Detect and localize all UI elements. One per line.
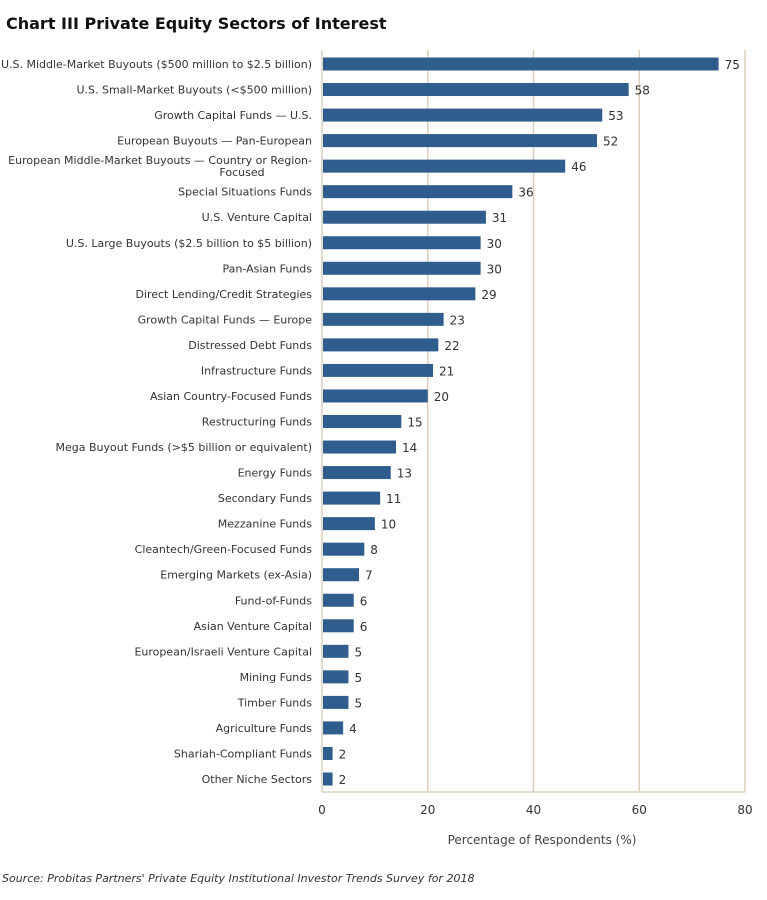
category-label: European Middle-Market Buyouts — Country… bbox=[8, 154, 312, 179]
bar bbox=[323, 415, 402, 428]
data-label: 2 bbox=[339, 773, 347, 787]
bar bbox=[323, 440, 397, 454]
chart-title: Chart III Private Equity Sectors of Inte… bbox=[6, 14, 387, 33]
bar bbox=[323, 772, 333, 786]
bar bbox=[323, 644, 349, 658]
category-label: U.S. Small-Market Buyouts (<$500 million… bbox=[76, 84, 312, 97]
category-label: Distressed Debt Funds bbox=[188, 339, 312, 352]
data-label: 13 bbox=[397, 467, 412, 481]
bar bbox=[323, 568, 360, 582]
data-label: 46 bbox=[571, 160, 586, 174]
bar bbox=[323, 108, 603, 122]
category-label: Restructuring Funds bbox=[202, 416, 312, 429]
category-label: Mezzanine Funds bbox=[218, 518, 312, 531]
x-tick-label: 60 bbox=[632, 803, 647, 817]
bar bbox=[323, 57, 719, 71]
data-label: 58 bbox=[635, 84, 650, 98]
category-label: Asian Country-Focused Funds bbox=[150, 390, 312, 403]
category-label: Growth Capital Funds — Europe bbox=[138, 313, 313, 326]
data-label: 22 bbox=[444, 339, 459, 353]
category-label: Timber Funds bbox=[237, 696, 313, 709]
x-tick-label: 20 bbox=[420, 803, 435, 817]
data-label: 31 bbox=[492, 211, 507, 225]
data-label: 11 bbox=[386, 492, 401, 506]
x-tick-label: 80 bbox=[737, 803, 752, 817]
bar bbox=[323, 363, 434, 377]
bar bbox=[323, 389, 428, 403]
category-label: Mining Funds bbox=[240, 671, 313, 684]
bar bbox=[323, 517, 375, 531]
data-label: 21 bbox=[439, 364, 454, 378]
category-label: Mega Buyout Funds (>$5 billion or equiva… bbox=[56, 441, 312, 454]
data-label: 15 bbox=[407, 416, 422, 430]
category-label: Emerging Markets (ex-Asia) bbox=[160, 569, 312, 582]
data-label: 2 bbox=[339, 747, 347, 761]
bar bbox=[323, 466, 391, 480]
category-label: European/Israeli Venture Capital bbox=[134, 645, 312, 658]
category-label: Growth Capital Funds — U.S. bbox=[154, 109, 312, 122]
bar bbox=[323, 210, 486, 224]
bar bbox=[323, 338, 439, 352]
bar bbox=[323, 619, 354, 633]
bar bbox=[323, 287, 476, 301]
category-label: European Buyouts — Pan-European bbox=[117, 135, 312, 148]
data-label: 29 bbox=[481, 288, 496, 302]
bar bbox=[323, 134, 597, 148]
bar bbox=[323, 491, 381, 505]
data-label: 23 bbox=[450, 313, 465, 327]
category-label: U.S. Large Buyouts ($2.5 billion to $5 b… bbox=[66, 237, 312, 250]
category-label: Asian Venture Capital bbox=[194, 620, 312, 633]
source-note: Source: Probitas Partners' Private Equit… bbox=[2, 872, 475, 885]
category-label: Cleantech/Green-Focused Funds bbox=[135, 543, 313, 556]
bar bbox=[323, 185, 513, 199]
category-label: Secondary Funds bbox=[218, 492, 312, 505]
data-label: 36 bbox=[518, 186, 533, 200]
data-label: 10 bbox=[381, 518, 396, 532]
x-tick-label: 0 bbox=[318, 803, 326, 817]
category-label: U.S. Venture Capital bbox=[202, 211, 312, 224]
bar bbox=[323, 746, 333, 760]
category-label: Shariah-Compliant Funds bbox=[174, 747, 312, 760]
x-axis-title: Percentage of Respondents (%) bbox=[448, 833, 637, 847]
category-label: U.S. Middle-Market Buyouts ($500 million… bbox=[1, 58, 312, 71]
bar bbox=[323, 593, 354, 607]
category-label: Pan-Asian Funds bbox=[223, 262, 313, 275]
data-label: 14 bbox=[402, 441, 417, 455]
data-label: 30 bbox=[487, 237, 502, 251]
data-label: 53 bbox=[608, 109, 623, 123]
data-label: 5 bbox=[354, 671, 362, 685]
data-label: 52 bbox=[603, 135, 618, 149]
category-label: Direct Lending/Credit Strategies bbox=[135, 288, 312, 301]
bar bbox=[323, 261, 481, 275]
bar bbox=[323, 670, 349, 684]
bar bbox=[323, 312, 444, 326]
category-label: Infrastructure Funds bbox=[201, 364, 312, 377]
category-label: Energy Funds bbox=[238, 467, 313, 480]
data-label: 5 bbox=[354, 645, 362, 659]
bar bbox=[323, 83, 629, 97]
category-label: Special Situations Funds bbox=[178, 186, 312, 199]
data-label: 4 bbox=[349, 722, 357, 736]
category-label: Fund-of-Funds bbox=[235, 594, 312, 607]
data-label: 6 bbox=[360, 620, 368, 634]
data-label: 20 bbox=[434, 390, 449, 404]
bar bbox=[323, 159, 566, 173]
category-label: Agriculture Funds bbox=[216, 722, 313, 735]
data-label: 75 bbox=[725, 58, 740, 72]
data-label: 7 bbox=[365, 569, 373, 583]
bar bbox=[323, 542, 365, 556]
bar bbox=[323, 721, 344, 735]
data-label: 6 bbox=[360, 594, 368, 608]
x-tick-label: 40 bbox=[526, 803, 541, 817]
category-label: Other Niche Sectors bbox=[202, 773, 313, 786]
bar bbox=[323, 236, 481, 250]
bar bbox=[323, 695, 349, 709]
data-label: 5 bbox=[354, 696, 362, 710]
data-label: 30 bbox=[487, 262, 502, 276]
data-label: 8 bbox=[370, 543, 378, 557]
